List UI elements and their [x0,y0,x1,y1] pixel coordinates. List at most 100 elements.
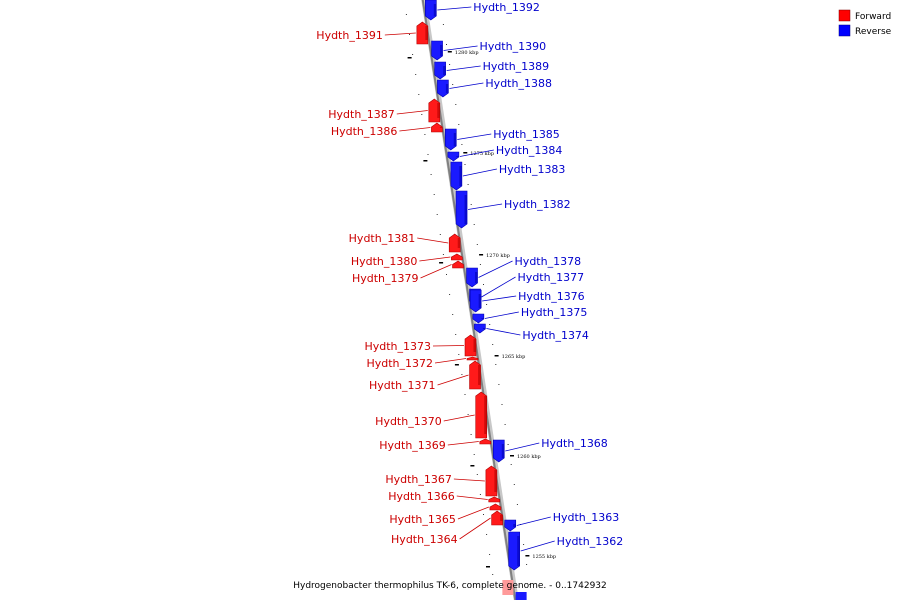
reverse-gene-label: Hydth_1362 [557,535,624,548]
minor-tick [529,584,531,585]
reverse-gene [474,323,486,334]
minor-tick [504,424,506,425]
minor-tick [510,464,512,465]
forward-gene [491,510,503,526]
minor-tick [409,34,410,35]
minor-tick [492,574,494,575]
forward-gene [479,438,492,445]
minor-tick [439,234,441,235]
forward-gene [489,503,502,511]
minor-tick [446,44,447,45]
reverse-gene-partial [515,592,527,600]
label-leader [486,328,521,336]
legend-forward-label: Forward [855,12,891,22]
reverse-gene-label: Hydth_1388 [485,77,552,90]
label-leader [420,264,452,279]
minor-tick [489,554,491,555]
reverse-gene-label: Hydth_1368 [541,437,608,450]
label-leader [484,311,519,319]
minor-tick [473,454,475,455]
forward-gene-label: Hydth_1371 [369,379,436,392]
minor-tick [405,14,407,15]
forward-gene-label: Hydth_1366 [388,490,455,503]
minor-tick [421,114,423,115]
forward-gene [469,360,481,390]
forward-gene-label: Hydth_1369 [379,439,446,452]
reverse-gene [447,151,460,162]
kbp-label: 1280 kbp [455,50,479,56]
minor-tick [479,494,481,495]
minor-tick [455,334,457,335]
minor-tick [479,264,481,265]
label-leader [516,516,551,526]
forward-gene [448,233,461,253]
reverse-gene-label: Hydth_1383 [499,163,566,176]
label-leader [478,260,513,278]
label-leader [437,374,469,386]
minor-tick [476,474,478,475]
label-leader [453,478,485,482]
minor-tick [507,444,509,445]
reverse-gene [455,190,468,229]
reverse-gene-label: Hydth_1392 [473,1,540,14]
minor-tick [470,434,472,435]
label-leader [437,6,472,11]
label-leader [481,276,516,298]
major-tick [510,455,514,457]
minor-tick [455,104,457,105]
reverse-gene-label: Hydth_1374 [522,329,589,342]
label-leader [462,168,497,177]
label-leader [399,127,431,132]
label-leader [505,442,540,452]
label-leader [446,65,481,71]
reverse-gene [504,519,517,532]
label-leader [434,358,467,364]
reverse-gene [472,313,485,324]
minor-tick [430,174,432,175]
label-leader [459,517,491,540]
minor-dash [439,262,444,264]
label-leader [456,495,488,500]
forward-gene [428,98,441,123]
forward-gene-label: Hydth_1386 [331,125,398,138]
reverse-gene-label: Hydth_1375 [521,306,588,319]
label-leader [449,82,484,89]
minor-tick [415,74,417,75]
reverse-gene [425,0,437,21]
legend-forward-swatch [838,9,851,22]
minor-tick [452,84,454,85]
reverse-gene [466,267,478,288]
minor-tick [412,54,414,55]
major-tick [463,152,468,154]
label-leader [482,295,517,302]
forward-gene-label: Hydth_1380 [351,255,418,268]
forward-gene-label: Hydth_1379 [352,272,419,285]
minor-tick [489,324,491,325]
minor-tick [424,134,426,135]
minor-tick [486,304,488,305]
forward-gene-label: Hydth_1367 [385,473,452,486]
major-tick [525,555,530,557]
minor-ticks [405,14,531,585]
forward-gene [431,122,443,133]
minor-tick [486,534,488,535]
reverse-gene [434,61,446,80]
label-leader [457,506,490,520]
minor-tick [436,214,438,215]
minor-dash [454,364,459,366]
gene-labels: Hydth_1391 Hydth_1387 Hydth_1386 Hydth_1381… [316,1,623,548]
reverse-gene-label: Hydth_1363 [553,511,620,524]
label-leader [384,32,416,36]
minor-tick [470,204,472,205]
forward-gene [451,253,463,261]
minor-tick [458,354,460,355]
minor-tick [526,564,528,565]
reverse-gene [431,40,443,61]
minor-tick [427,154,429,155]
minor-tick [492,344,494,345]
major-tick [494,355,499,357]
forward-gene [485,465,498,497]
major-tick [479,254,484,256]
minor-tick [433,194,435,195]
major-tick [447,51,452,53]
